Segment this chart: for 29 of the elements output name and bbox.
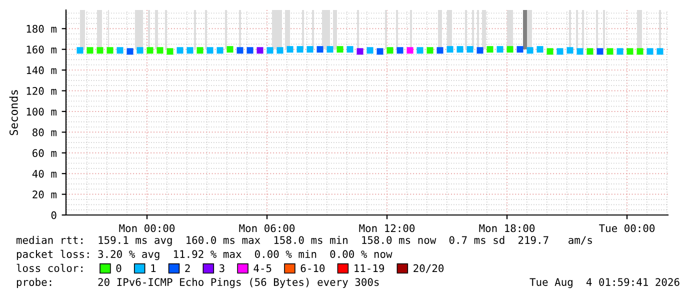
legend-label: 2 (185, 264, 190, 272)
y-tick-label: 140 m (26, 66, 56, 74)
x-tick-label: Mon 12:00 (359, 224, 415, 232)
text: packet loss: 3.20 % avg 11.92 % max 0.00 % min 0.00 % now (16, 250, 392, 260)
x-tick-label: Mon 06:00 (239, 224, 295, 232)
y-tick-label: 180 m (26, 24, 56, 33)
x-tick-label: Mon 18:00 (479, 224, 535, 232)
y-tick-label: 100 m (26, 108, 56, 116)
y-axis-title: Seconds (9, 90, 18, 136)
legend-title: loss color: (16, 264, 82, 272)
legend-label: 6-10 (300, 264, 325, 272)
x-tick-label: Tue 00:00 (599, 224, 655, 232)
legend-label: 4-5 (254, 264, 272, 272)
legend-label: 11-19 (354, 264, 384, 272)
y-tick-label: 20 m (32, 190, 56, 198)
text: probe: 20 IPv6-ICMP Echo Pings (56 Bytes) every 300s (16, 278, 379, 288)
y-tick-label: 40 m (32, 170, 56, 178)
legend-label: 1 (151, 264, 156, 272)
x-tick-label: Mon 00:00 (119, 224, 175, 232)
y-tick-label: 160 m (26, 46, 56, 54)
y-tick-label: 0 (51, 211, 56, 220)
y-tick-label: 80 m (32, 128, 56, 136)
legend-label: 20/20 (414, 264, 444, 273)
text: Tue Aug 4 01:59:41 2026 (530, 278, 680, 288)
y-tick-label: 120 m (26, 87, 56, 95)
legend-label: 0 (116, 264, 122, 272)
legend-label: 3 (220, 264, 224, 272)
y-tick-label: 60 m (32, 149, 56, 158)
text: median rtt: 159.1 ms avg 160.0 ms max 158.0 ms min 158.0 ms now 0.7 ms sd 219.7 am/s (16, 236, 592, 246)
